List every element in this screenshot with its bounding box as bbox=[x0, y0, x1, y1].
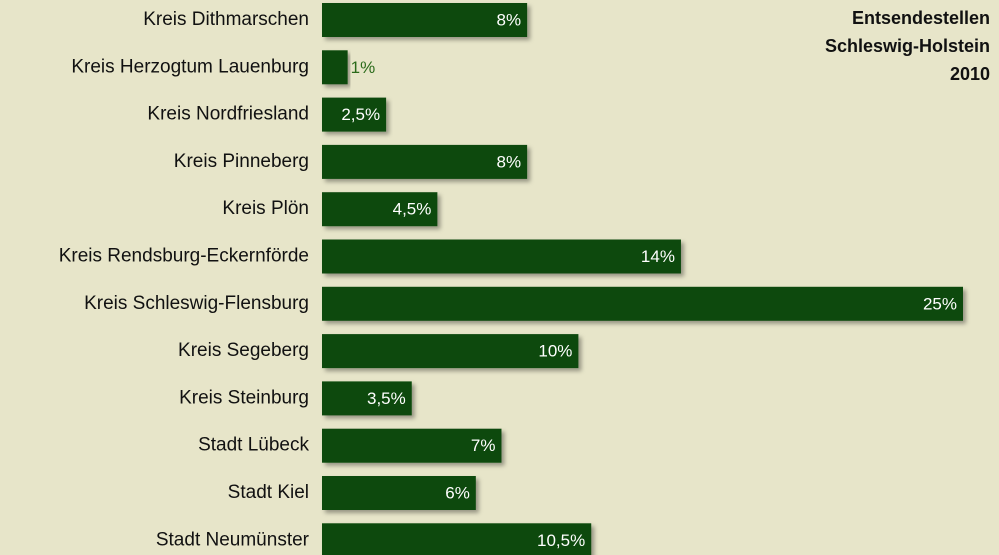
category-label: Kreis Plön bbox=[222, 198, 309, 219]
value-label: 8% bbox=[497, 10, 522, 29]
category-label: Kreis Nordfriesland bbox=[147, 104, 309, 125]
bar bbox=[322, 3, 528, 37]
category-label: Kreis Steinburg bbox=[179, 387, 309, 408]
value-label: 8% bbox=[497, 152, 522, 171]
category-label: Kreis Segeberg bbox=[178, 340, 309, 361]
category-label: Kreis Herzogtum Lauenburg bbox=[71, 56, 309, 77]
value-label: 6% bbox=[445, 483, 470, 502]
category-label: Kreis Dithmarschen bbox=[143, 9, 309, 30]
bar bbox=[322, 192, 438, 227]
category-label: Stadt Kiel bbox=[228, 482, 309, 503]
value-label: 10,5% bbox=[537, 531, 585, 550]
bar bbox=[322, 428, 502, 463]
bar bbox=[322, 286, 963, 321]
value-label: 14% bbox=[641, 247, 675, 266]
value-label: 3,5% bbox=[367, 389, 406, 408]
value-label: 2,5% bbox=[341, 105, 380, 124]
value-label: 4,5% bbox=[393, 200, 432, 219]
bar bbox=[322, 97, 387, 132]
chart-title: 2010 bbox=[950, 64, 990, 84]
bar bbox=[322, 50, 348, 85]
value-label: 7% bbox=[471, 436, 496, 455]
category-label: Stadt Neumünster bbox=[156, 529, 310, 550]
category-label: Kreis Rendsburg-Eckernförde bbox=[59, 246, 309, 267]
bar bbox=[322, 239, 681, 274]
category-label: Kreis Schleswig-Flensburg bbox=[84, 293, 309, 314]
category-label: Kreis Pinneberg bbox=[174, 151, 309, 172]
bar bbox=[322, 523, 592, 555]
value-label: 25% bbox=[923, 294, 957, 313]
bar bbox=[322, 476, 476, 510]
value-label: 1% bbox=[351, 58, 376, 77]
chart-title: Schleswig-Holstein bbox=[825, 36, 990, 56]
bar bbox=[322, 334, 579, 369]
chart-title: Entsendestellen bbox=[852, 8, 990, 28]
value-label: 10% bbox=[538, 342, 572, 361]
category-label: Stadt Lübeck bbox=[198, 435, 309, 456]
bar bbox=[322, 144, 528, 179]
bar bbox=[322, 381, 412, 416]
